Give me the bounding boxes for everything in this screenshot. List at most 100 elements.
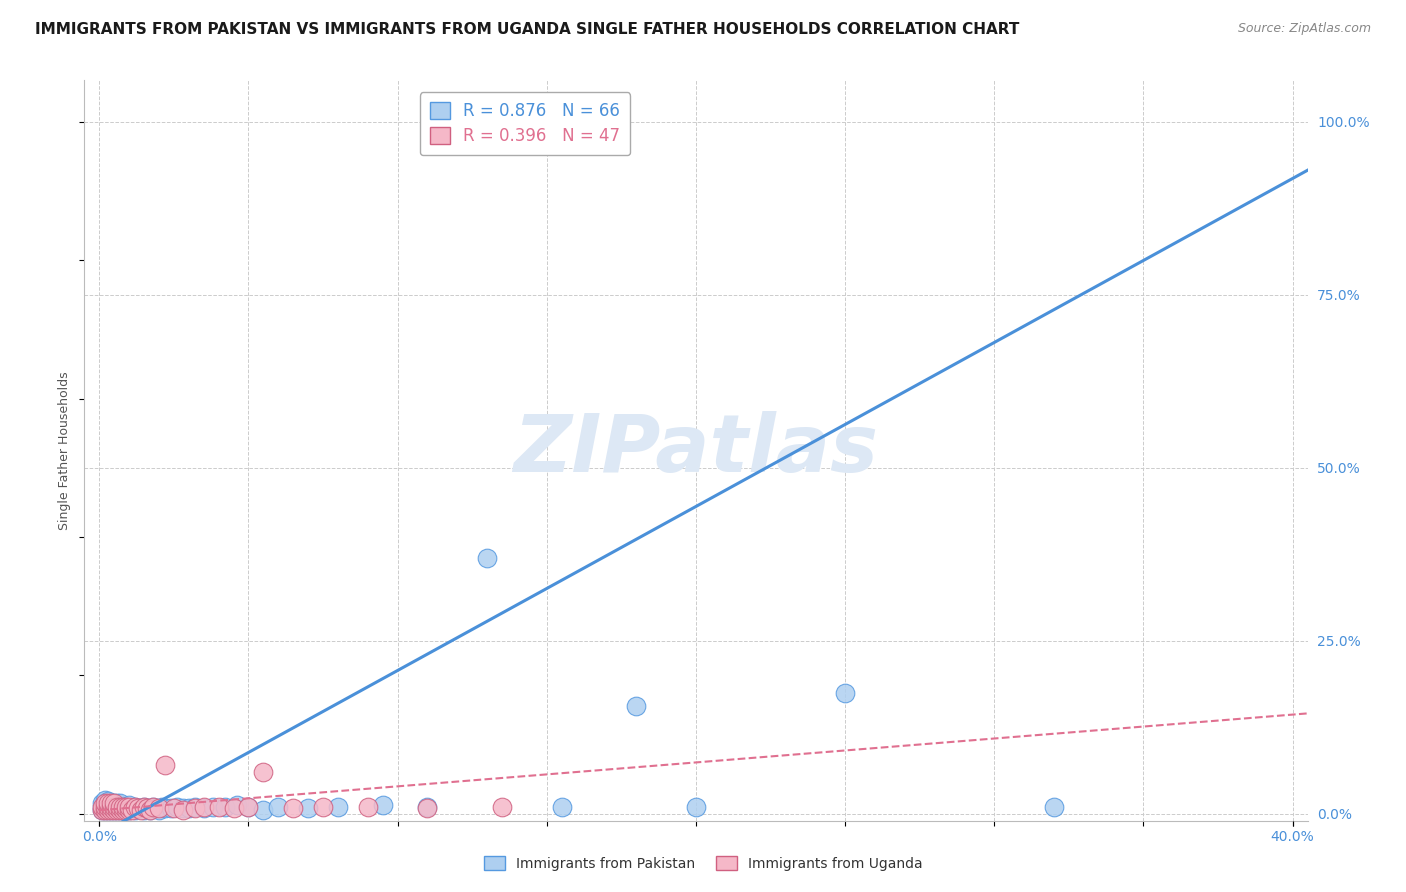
Point [416, 799, 439, 814]
Point [142, 799, 165, 814]
Point [148, 801, 170, 815]
Point [91, 799, 114, 814]
Point [97, 797, 120, 811]
Point [142, 799, 165, 814]
Point [105, 803, 128, 817]
Point [103, 803, 125, 817]
Point [551, 799, 574, 814]
Point [326, 799, 349, 814]
Text: IMMIGRANTS FROM PAKISTAN VS IMMIGRANTS FROM UGANDA SINGLE FATHER HOUSEHOLDS CORR: IMMIGRANTS FROM PAKISTAN VS IMMIGRANTS F… [35, 22, 1019, 37]
Point [132, 803, 155, 817]
Point [91, 803, 114, 817]
Point [177, 801, 200, 815]
Point [357, 799, 380, 814]
Point [103, 797, 125, 811]
Point [238, 799, 260, 814]
Point [207, 799, 229, 814]
Point [127, 801, 149, 815]
Point [97, 799, 120, 814]
Point [103, 803, 125, 817]
Point [100, 799, 122, 814]
Point [108, 799, 131, 814]
Point [297, 801, 319, 815]
Point [136, 801, 159, 815]
Point [139, 803, 162, 817]
Point [115, 803, 138, 817]
Point [115, 799, 138, 814]
Point [105, 797, 128, 811]
Point [115, 803, 138, 817]
Point [136, 801, 159, 815]
Point [132, 799, 155, 814]
Point [94, 803, 117, 817]
Point [193, 799, 215, 814]
Text: Source: ZipAtlas.com: Source: ZipAtlas.com [1237, 22, 1371, 36]
Point [129, 803, 152, 817]
Point [148, 803, 170, 817]
Point [475, 550, 498, 565]
Point [108, 799, 131, 814]
Point [193, 801, 215, 815]
Point [91, 803, 114, 817]
Point [184, 799, 207, 814]
Point [163, 801, 186, 815]
Point [94, 793, 117, 807]
Point [115, 799, 138, 814]
Point [129, 801, 152, 815]
Text: ZIPatlas: ZIPatlas [513, 411, 879, 490]
Point [112, 799, 135, 814]
Point [252, 803, 274, 817]
Point [112, 803, 135, 817]
Point [121, 801, 143, 815]
Point [626, 699, 648, 714]
Point [834, 685, 856, 699]
Point [491, 799, 513, 814]
Point [97, 801, 120, 815]
Point [685, 799, 707, 814]
Point [118, 801, 141, 815]
Point [112, 803, 135, 817]
Point [132, 799, 155, 814]
Point [94, 803, 117, 817]
Point [166, 799, 188, 814]
Point [312, 799, 335, 814]
Point [371, 798, 394, 813]
Point [108, 803, 131, 817]
Point [238, 799, 260, 814]
Point [103, 799, 125, 814]
Point [124, 803, 146, 817]
Point [94, 799, 117, 814]
Point [225, 798, 247, 813]
Point [139, 803, 162, 817]
Point [94, 797, 117, 811]
Legend: R = 0.876   N = 66, R = 0.396   N = 47: R = 0.876 N = 66, R = 0.396 N = 47 [419, 92, 630, 155]
Point [97, 803, 120, 817]
Point [121, 803, 143, 817]
Point [252, 765, 274, 780]
Point [201, 799, 224, 814]
Point [105, 799, 128, 814]
Point [124, 799, 146, 814]
Point [105, 799, 128, 814]
Point [97, 794, 120, 808]
Y-axis label: Single Father Households: Single Father Households [58, 371, 72, 530]
Point [184, 801, 207, 815]
Point [172, 803, 194, 817]
Point [94, 799, 117, 814]
Point [108, 803, 131, 817]
Point [1043, 799, 1066, 814]
Point [150, 799, 173, 814]
Point [214, 799, 236, 814]
Point [416, 801, 439, 815]
Point [103, 797, 125, 811]
Point [118, 803, 141, 817]
Point [222, 801, 245, 815]
Point [94, 797, 117, 811]
Point [100, 797, 122, 811]
Point [112, 799, 135, 814]
Point [108, 797, 131, 811]
Point [127, 801, 149, 815]
Point [124, 799, 146, 814]
Point [97, 803, 120, 817]
Point [100, 803, 122, 817]
